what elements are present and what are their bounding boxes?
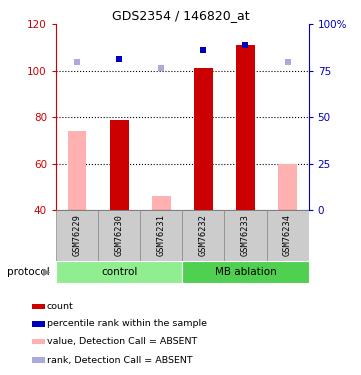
Bar [152,196,171,210]
Point [74,58,80,64]
Text: GSM76229: GSM76229 [73,214,82,256]
Point [285,58,291,64]
Text: value, Detection Call = ABSENT: value, Detection Call = ABSENT [47,337,197,346]
Text: MB ablation: MB ablation [214,267,277,277]
Point [200,47,206,53]
Text: protocol: protocol [7,267,50,277]
Bar [236,45,255,210]
Bar [56,210,98,261]
Text: percentile rank within the sample: percentile rank within the sample [47,320,207,328]
Text: rank, Detection Call = ABSENT: rank, Detection Call = ABSENT [47,356,192,365]
Bar [32,357,45,363]
Bar [140,210,182,261]
Bar [68,131,87,210]
Bar [32,304,45,309]
Bar [278,164,297,210]
Text: GSM76230: GSM76230 [115,214,123,256]
Text: GSM76234: GSM76234 [283,214,292,256]
Point [116,56,122,62]
Text: ▶: ▶ [43,267,51,277]
Bar [182,261,309,283]
Bar [194,69,213,210]
Text: GSM76233: GSM76233 [241,214,250,256]
Bar [225,210,266,261]
Bar [32,321,45,327]
Text: GDS2354 / 146820_at: GDS2354 / 146820_at [112,9,249,22]
Bar [56,261,182,283]
Text: count: count [47,302,74,311]
Text: control: control [101,267,137,277]
Text: GSM76232: GSM76232 [199,214,208,256]
Bar [266,210,309,261]
Bar [32,339,45,344]
Bar [110,120,129,210]
Point [243,42,248,48]
Text: GSM76231: GSM76231 [157,214,166,256]
Bar [98,210,140,261]
Bar [182,210,225,261]
Point [158,66,164,72]
